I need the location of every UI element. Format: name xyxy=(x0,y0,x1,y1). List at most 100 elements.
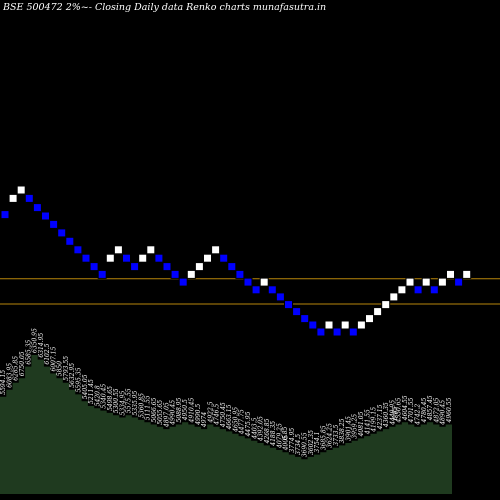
volume-label: 4081.05 xyxy=(358,411,365,437)
volume-label: 4922.5 xyxy=(207,401,214,423)
volume-label: 6750.05 xyxy=(19,351,26,376)
volume-label: 4872.05 xyxy=(433,398,440,424)
renko-brick-up xyxy=(16,185,26,195)
volume-label: 5632.95 xyxy=(69,363,76,388)
renko-brick-up xyxy=(356,320,366,330)
renko-brick-up xyxy=(259,277,269,287)
volume-label: 4550.65 xyxy=(396,398,403,424)
renko-brick-up xyxy=(8,193,18,203)
volume-label: 5300.55 xyxy=(113,388,120,413)
renko-brick-up xyxy=(405,277,415,287)
renko-brick-down xyxy=(57,228,67,238)
volume-label: 4974 xyxy=(201,412,208,428)
renko-brick-up xyxy=(373,307,383,317)
renko-bricks xyxy=(0,185,472,337)
renko-brick-up xyxy=(421,277,431,287)
volume-label: 3838.25 xyxy=(339,418,346,443)
renko-brick-down xyxy=(300,314,310,324)
volume-label: 5498.65 xyxy=(107,386,114,411)
volume-label: 4857.45 xyxy=(427,395,434,421)
volume-label: 3734.5 xyxy=(295,434,302,455)
renko-brick-up xyxy=(203,253,212,263)
volume-label: 4701.55 xyxy=(408,398,415,424)
renko-brick-down xyxy=(235,269,245,279)
chart-title: BSE 500472 2%~- Closing Daily data Renko… xyxy=(3,2,327,13)
renko-brick-down xyxy=(292,307,302,317)
volume-area-fill xyxy=(0,355,452,494)
volume-label: 3959.25 xyxy=(352,414,359,439)
volume-label: 5595.35 xyxy=(76,367,83,392)
volume-label: 5360.85 xyxy=(138,393,145,418)
renko-brick-down xyxy=(454,277,464,287)
renko-brick-down xyxy=(89,262,99,272)
volume-label: 3733.5 xyxy=(333,425,340,446)
volume-label: 4990.5 xyxy=(195,404,202,426)
isolated-label: 6.85 xyxy=(392,406,399,420)
volume-label: 6314.95 xyxy=(38,333,45,358)
renko-brick-down xyxy=(81,253,91,263)
volume-label: 5111.55 xyxy=(145,395,152,420)
volume-label: 4663.15 xyxy=(226,404,233,430)
renko-brick-down xyxy=(73,245,83,255)
volume-label: 4650.95 xyxy=(232,407,239,433)
volume-label: 4950.5 xyxy=(182,399,189,421)
volume-label: 5850 xyxy=(57,361,64,376)
renko-brick-down xyxy=(97,269,107,279)
renko-brick-down xyxy=(308,320,318,330)
volume-label: 4960.55 xyxy=(446,398,453,424)
renko-brick-up xyxy=(194,262,204,272)
renko-brick-up xyxy=(113,245,123,255)
volume-label: 3754.1 xyxy=(314,432,321,453)
renko-brick-down xyxy=(41,211,50,221)
renko-brick-up xyxy=(324,320,334,330)
volume-labels: 5594.15 6083.95 6285.85 6750.05 6585.35 6350.… xyxy=(0,328,453,457)
volume-label: 4990.45 xyxy=(170,400,177,426)
volume-label: 4475.95 xyxy=(245,411,252,437)
volume-label: 3624.25 xyxy=(327,423,334,448)
renko-brick-up xyxy=(389,292,399,302)
volume-label: 5340.45 xyxy=(101,384,108,409)
renko-brick-up xyxy=(186,269,196,279)
volume-label: 5793.55 xyxy=(63,356,70,381)
volume-label: 6285.85 xyxy=(13,356,20,381)
isolated-label: 6.85 xyxy=(282,426,289,440)
renko-brick-down xyxy=(130,262,140,272)
volume-label: 5594.15 xyxy=(0,370,7,395)
volume-label: 3602.35 xyxy=(308,430,315,455)
renko-brick-down xyxy=(332,327,342,337)
volume-label: 4890.45 xyxy=(440,400,447,426)
renko-brick-down xyxy=(219,253,229,263)
renko-brick-down xyxy=(227,262,237,272)
renko-brick-down xyxy=(24,193,34,203)
volume-label: 4360.35 xyxy=(383,402,390,428)
renko-brick-down xyxy=(178,277,188,287)
volume-label: 3774.95 xyxy=(289,428,296,453)
renko-brick-up xyxy=(105,253,115,263)
renko-brick-down xyxy=(267,285,277,295)
renko-brick-down xyxy=(275,292,285,302)
renko-brick-down xyxy=(170,269,180,279)
renko-brick-down xyxy=(284,300,293,310)
volume-label: 4440.95 xyxy=(389,400,396,426)
volume-label: 4750.45 xyxy=(220,402,227,428)
renko-brick-down xyxy=(429,285,439,295)
volume-label: 4897.05 xyxy=(163,402,170,428)
renko-brick-up xyxy=(365,314,374,324)
volume-label: 5211.45 xyxy=(88,379,95,404)
volume-label: 4392.05 xyxy=(258,416,265,442)
volume-label: 6585.35 xyxy=(25,340,32,365)
volume-label: 5575.55 xyxy=(126,388,133,413)
volume-label: 4079.25 xyxy=(276,423,283,449)
volume-label: 6083.95 xyxy=(6,363,13,388)
volume-label: 3690.55 xyxy=(302,432,309,457)
volume-label: 5420.8 xyxy=(94,385,101,406)
volume-label: 6350.95 xyxy=(32,328,39,353)
volume-label: 4746.5 xyxy=(214,404,221,426)
volume-label: 5055.65 xyxy=(157,400,164,425)
renko-brick-down xyxy=(162,262,172,272)
volume-label: 4141.55 xyxy=(364,409,371,435)
renko-brick-down xyxy=(251,285,261,295)
renko-brick-up xyxy=(446,269,455,279)
volume-label: 5066.65 xyxy=(151,398,158,423)
